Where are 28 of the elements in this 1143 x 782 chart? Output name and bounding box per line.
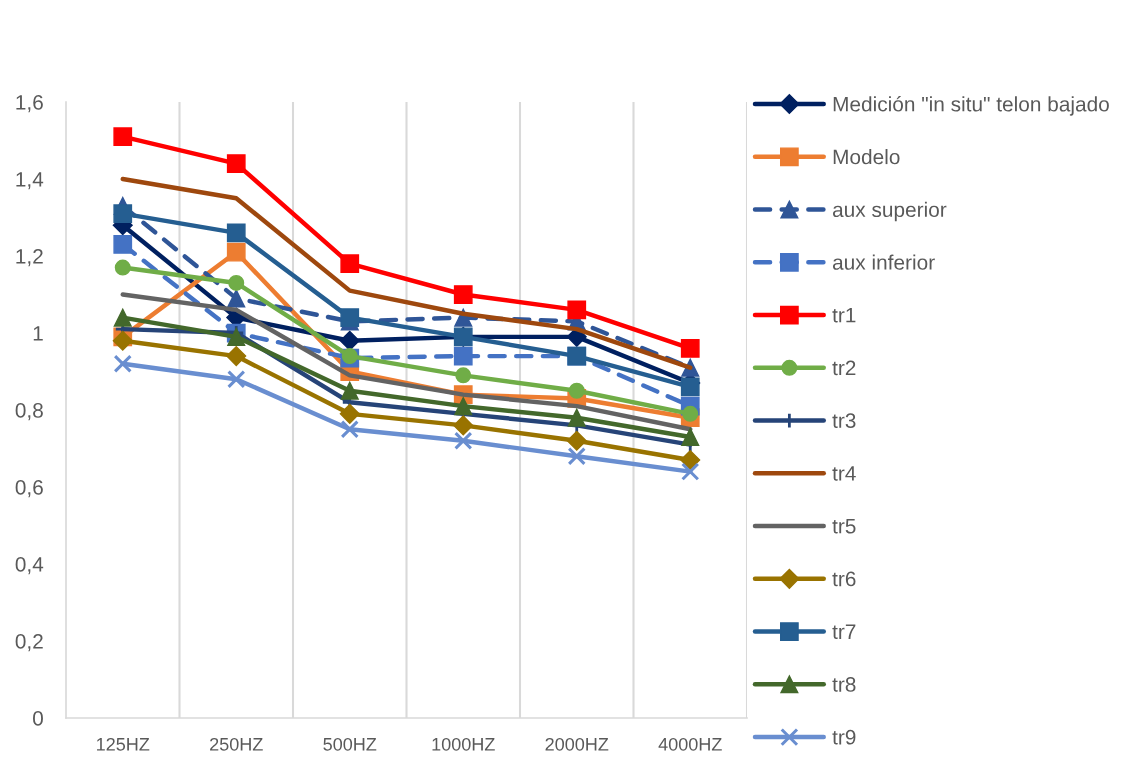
legend-label: tr4 <box>832 466 856 481</box>
y-tick-label: 0 <box>33 711 43 726</box>
legend-label: tr9 <box>832 729 856 745</box>
y-tick-label: 0,6 <box>15 480 43 498</box>
legend-label: tr6 <box>832 571 856 587</box>
x-tick-label: 500HZ <box>323 737 377 751</box>
y-tick-label: 0,8 <box>15 403 43 421</box>
legend-label: tr3 <box>832 413 856 429</box>
y-tick-label: 1,6 <box>16 95 43 113</box>
x-tick-label: 4000HZ <box>658 737 722 751</box>
y-tick-label: 1 <box>33 326 43 341</box>
legend-label: Medición "in situ" telon bajado <box>833 96 1109 116</box>
y-tick-label: 1,4 <box>16 172 44 190</box>
legend-label: aux inferior <box>832 254 935 270</box>
y-tick-label: 0,4 <box>15 557 44 575</box>
legend-label: tr8 <box>832 677 856 692</box>
legend-label: aux superior <box>832 201 947 222</box>
legend-label: tr5 <box>832 519 856 534</box>
legend-label: tr1 <box>832 308 856 323</box>
x-tick-label: 2000HZ <box>545 737 609 751</box>
y-tick-label: 1,2 <box>16 249 43 267</box>
x-tick-label: 1000HZ <box>432 737 495 751</box>
y-tick-label: 0,2 <box>15 634 43 652</box>
x-tick-label: 125HZ <box>97 737 150 751</box>
legend-label: tr7 <box>832 624 856 640</box>
legend-label: tr2 <box>832 360 856 376</box>
x-tick-label: 250HZ <box>210 737 263 751</box>
legend-label: Modelo <box>833 149 900 165</box>
